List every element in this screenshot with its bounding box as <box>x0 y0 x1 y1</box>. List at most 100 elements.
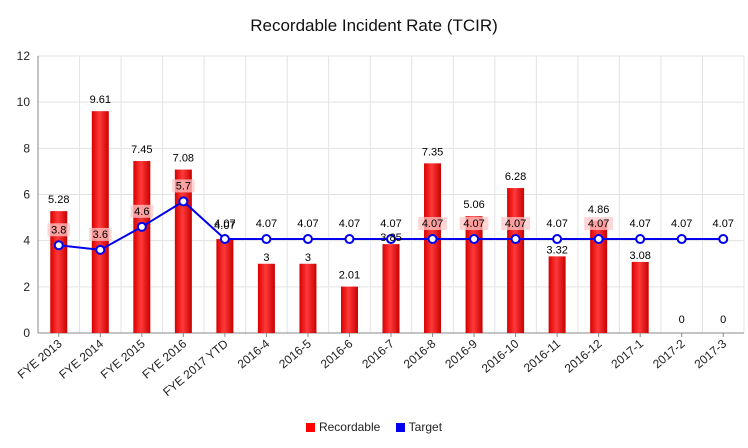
target-point <box>261 234 272 245</box>
legend-item-recordable[interactable]: Recordable <box>305 420 381 434</box>
target-label-bg <box>130 204 154 218</box>
target-point <box>219 234 230 245</box>
x-tick-label: 2017-2 <box>650 336 688 371</box>
target-label-bg <box>501 217 530 231</box>
target-value-label: 4.07 <box>214 218 235 230</box>
x-tick-label: 2016-4 <box>235 336 273 371</box>
y-tick-label: 12 <box>17 49 31 63</box>
bar-recordable <box>590 220 608 333</box>
legend-swatch-target <box>395 422 405 432</box>
x-tick-label: FYE 2013 <box>15 336 65 381</box>
target-value-label: 4.07 <box>629 218 650 230</box>
bar-recordable <box>174 169 192 333</box>
target-value-label: 4.07 <box>463 218 484 230</box>
x-tick-label: 2016-10 <box>479 336 522 375</box>
bar-recordable <box>133 161 151 333</box>
target-point <box>469 234 480 245</box>
x-tick-label: 2017-3 <box>692 336 730 371</box>
target-value-label: 4.07 <box>297 218 318 230</box>
target-value-label: 4.07 <box>505 218 526 230</box>
y-tick-label: 4 <box>23 234 30 248</box>
x-tick-label: 2016-7 <box>359 336 397 371</box>
bar-recordable <box>50 211 68 333</box>
target-value-label: 4.07 <box>713 218 734 230</box>
y-tick-label: 10 <box>17 95 31 109</box>
x-tick-label: 2017-1 <box>608 336 646 371</box>
bar-value-label: 7.35 <box>422 146 443 158</box>
target-value-label: 4.07 <box>380 218 401 230</box>
target-label-bg <box>584 217 614 231</box>
bar-value-label: 6.28 <box>505 171 526 183</box>
target-value-label: 4.07 <box>422 218 443 230</box>
target-point <box>593 234 604 245</box>
target-label-bg <box>172 179 195 193</box>
target-point <box>386 234 396 245</box>
bar-value-label: 7.08 <box>173 153 194 165</box>
bar-value-label: 0 <box>679 314 685 326</box>
target-value-label: 4.07 <box>588 218 609 230</box>
grid <box>37 55 745 334</box>
bar-value-label: 3 <box>305 252 311 264</box>
target-point <box>302 234 313 245</box>
target-point <box>718 234 729 245</box>
target-value-label: 4.07 <box>256 218 277 230</box>
target-point <box>552 234 563 245</box>
x-tick-label: FYE 2015 <box>98 336 148 381</box>
bar-value-label: 3.32 <box>546 244 567 256</box>
bar-value-label: 0 <box>720 314 726 326</box>
x-tick-label: 2016-12 <box>562 336 605 375</box>
target-label-bg <box>459 217 489 231</box>
bar-recordable <box>507 188 525 333</box>
target-point <box>676 234 687 245</box>
bar-recordable <box>216 239 234 333</box>
target-value-label: 4.6 <box>134 206 149 218</box>
legend-label-target: Target <box>408 420 443 434</box>
legend: Recordable Target <box>0 420 748 435</box>
target-value-label: 4.07 <box>339 218 360 230</box>
target-point <box>95 244 106 255</box>
bar-value-label: 4.07 <box>214 220 235 232</box>
bar-value-label: 7.45 <box>131 144 152 156</box>
x-tick-label: 2016-6 <box>318 336 356 371</box>
target-point <box>635 234 646 245</box>
target-value-label: 5.7 <box>176 180 191 192</box>
bar-value-label: 5.28 <box>48 194 69 206</box>
target-point <box>510 234 521 245</box>
bar-recordable <box>257 263 275 333</box>
legend-item-target[interactable]: Target <box>395 420 443 434</box>
bar-recordable <box>299 263 317 333</box>
legend-swatch-recordable <box>305 422 315 432</box>
target-label-bg <box>418 217 447 231</box>
recordable-bars <box>50 111 649 334</box>
bar-recordable <box>382 244 400 333</box>
y-tick-label: 8 <box>23 141 30 155</box>
legend-label-recordable: Recordable <box>318 420 381 434</box>
x-tick-label: 2016-9 <box>442 336 480 371</box>
bar-value-label: 9.61 <box>90 94 111 106</box>
bar-recordable <box>465 216 483 333</box>
y-tick-label: 0 <box>23 326 30 340</box>
target-line <box>53 196 729 255</box>
bar-recordable <box>340 286 358 333</box>
x-tick-label: 2016-8 <box>401 336 439 371</box>
target-value-label: 4.07 <box>671 218 692 230</box>
target-point <box>427 234 438 245</box>
bar-recordable <box>91 111 109 334</box>
x-tick-label: 2016-11 <box>521 336 563 375</box>
y-tick-label: 6 <box>23 188 30 202</box>
bar-recordable <box>424 163 442 333</box>
data-labels: 5.28 9.61 7.45 7.08 4.07 3 3 2.01 3.85 7.35 5.06 6.… <box>47 94 734 326</box>
bar-value-label: 5.06 <box>463 199 484 211</box>
bar-value-label: 3 <box>263 252 269 264</box>
bar-value-label: 3.08 <box>629 250 650 262</box>
target-point <box>136 221 147 232</box>
bar-recordable <box>631 261 649 333</box>
target-point <box>344 234 355 245</box>
chart-title: Recordable Incident Rate (TCIR) <box>250 16 498 35</box>
bar-value-label: 3.85 <box>380 232 401 244</box>
target-label-bg <box>47 223 71 237</box>
bar-recordable <box>548 256 566 333</box>
bar-value-label: 4.86 <box>588 204 609 216</box>
target-value-label: 4.07 <box>546 218 567 230</box>
